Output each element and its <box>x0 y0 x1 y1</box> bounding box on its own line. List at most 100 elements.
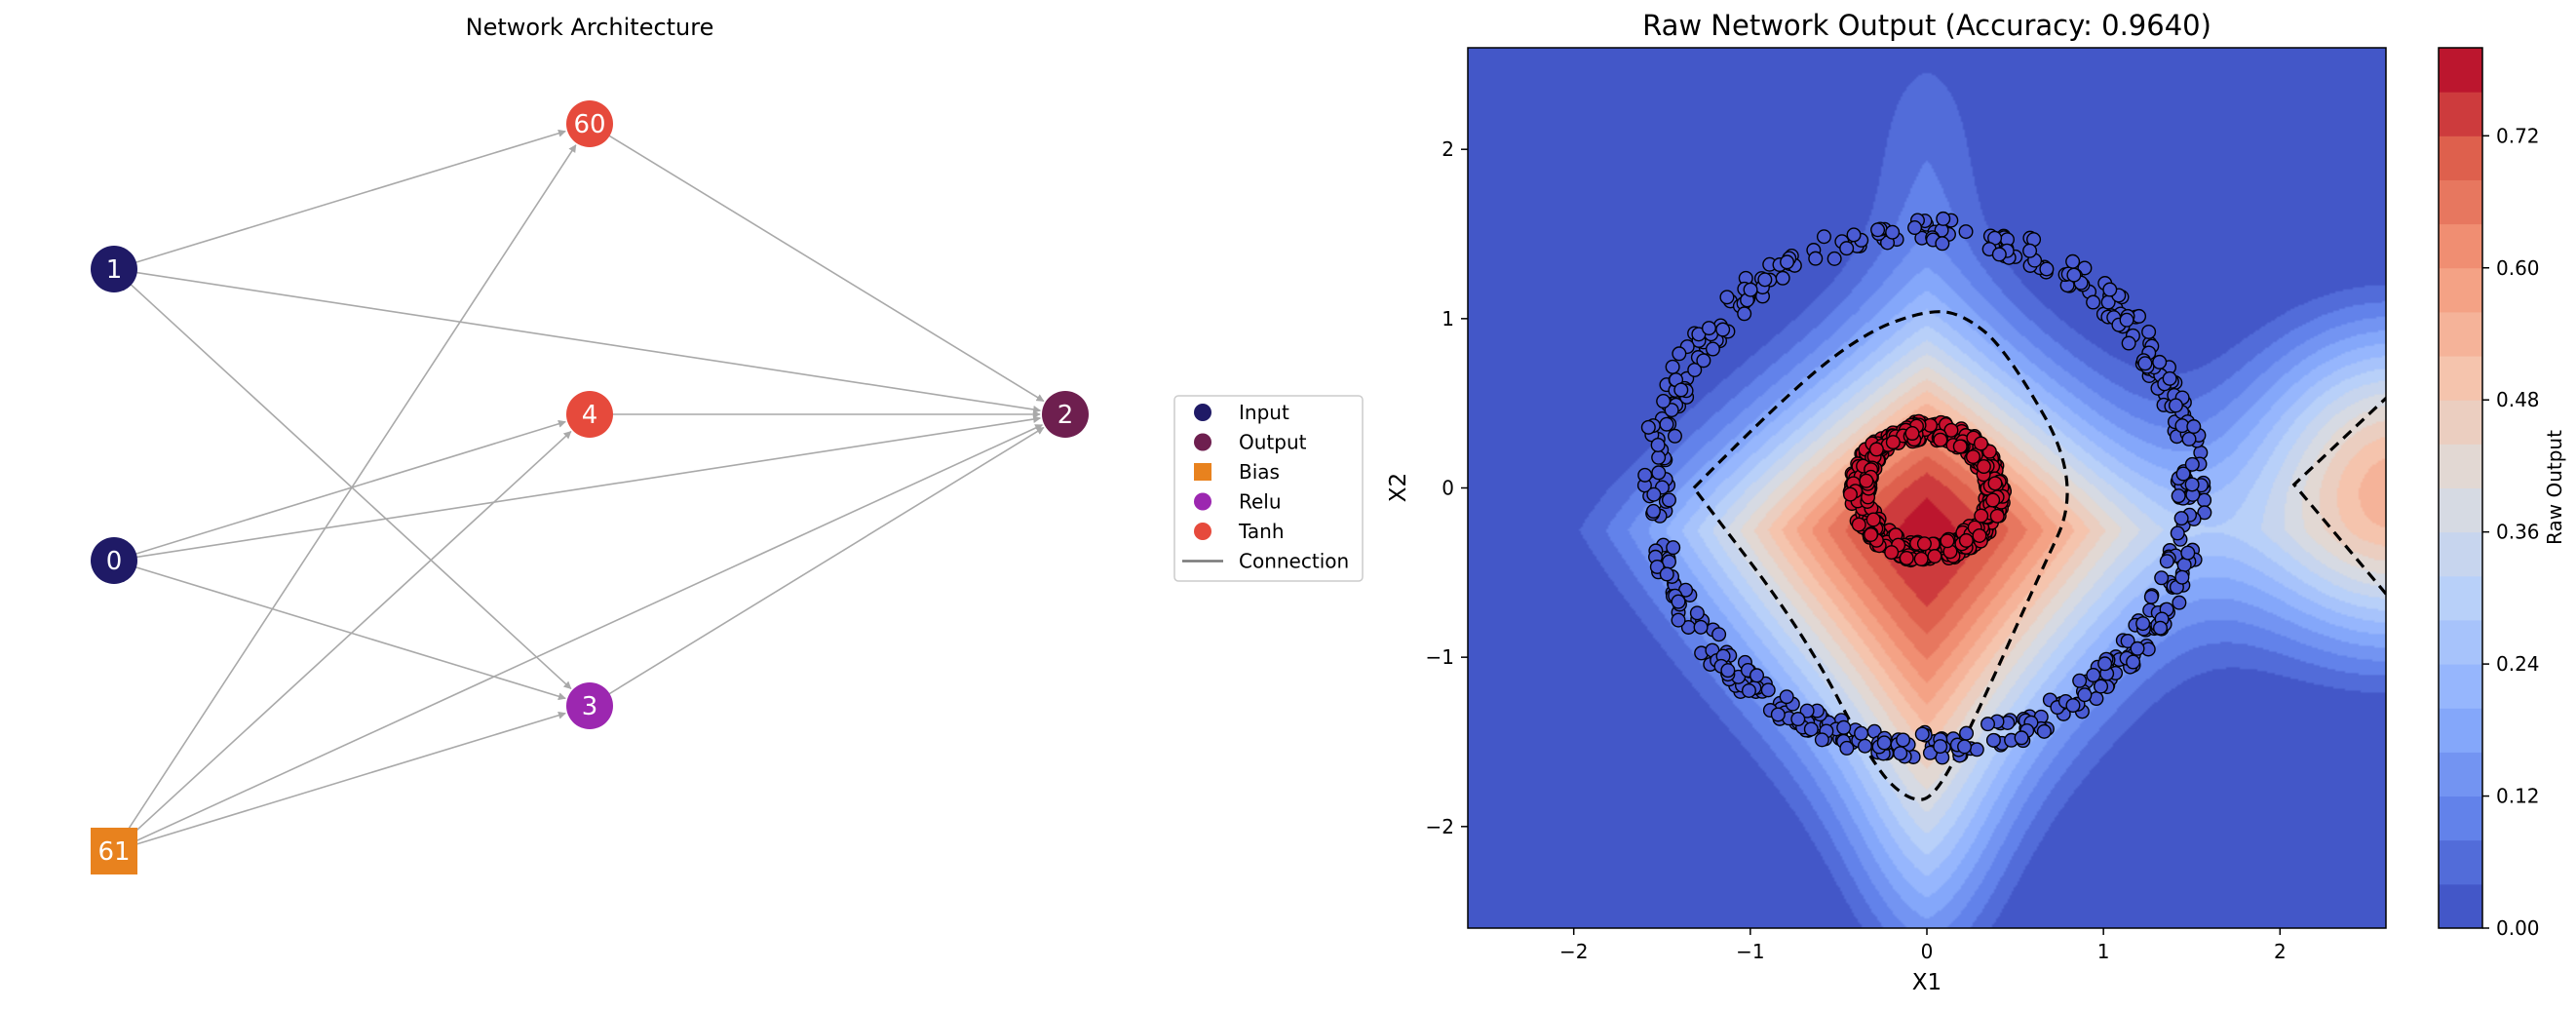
colorbar-band <box>2439 531 2482 577</box>
data-point-outer <box>1969 742 1984 758</box>
data-point-outer <box>1661 492 1676 508</box>
data-point-inner <box>1916 536 1932 552</box>
data-point-outer <box>1689 605 1705 621</box>
data-point-outer <box>2152 354 2168 369</box>
data-point-inner <box>1989 508 2005 524</box>
data-point-outer <box>1854 725 1869 741</box>
data-point-outer <box>2097 656 2113 672</box>
node-shape <box>91 828 137 874</box>
data-point-inner <box>1940 533 1955 549</box>
legend-marker <box>1194 433 1211 451</box>
data-point-outer <box>1667 428 1682 444</box>
colorbar-band <box>2439 444 2482 488</box>
decision-boundary <box>1692 310 2386 801</box>
colorbar-tick-label: 0.24 <box>2496 652 2540 676</box>
data-point-inner <box>1885 435 1901 450</box>
colorbar-band <box>2439 136 2482 180</box>
boundary-main <box>1692 310 2069 801</box>
colorbar-band <box>2439 92 2482 136</box>
connection-61-60 <box>113 144 577 852</box>
data-point-outer <box>2014 730 2029 746</box>
x-tick-label: −2 <box>1559 940 1588 963</box>
data-point-outer <box>1808 251 1824 266</box>
legend-label: Tanh <box>1238 520 1285 543</box>
data-point-inner <box>1865 512 1881 527</box>
data-point-outer <box>1839 241 1855 256</box>
data-point-outer <box>2175 466 2191 482</box>
node-shape <box>91 246 137 292</box>
connection-61-2 <box>113 424 1044 852</box>
connection-0-4 <box>113 419 566 562</box>
node-1: 1 <box>91 246 137 292</box>
node-3: 3 <box>566 682 613 729</box>
data-point-outer <box>2172 595 2187 610</box>
data-point-outer <box>1885 224 1901 240</box>
data-point-inner <box>1985 492 2001 508</box>
colorbar-band <box>2439 883 2482 929</box>
node-label: 61 <box>97 837 130 867</box>
data-point-outer <box>2039 261 2055 277</box>
data-point-inner <box>1851 517 1866 532</box>
data-point-outer <box>2176 557 2192 572</box>
legend-label: Bias <box>1239 460 1280 484</box>
data-point-outer <box>1651 465 1667 481</box>
data-point-outer <box>1720 663 1736 679</box>
connection-61-4 <box>113 430 572 852</box>
data-point-inner <box>1972 527 1987 543</box>
y-tick-label: −1 <box>1426 645 1454 669</box>
data-point-outer <box>1980 717 1995 732</box>
data-point-outer <box>1991 247 2007 262</box>
data-point-outer <box>1664 403 1679 418</box>
data-point-outer <box>2154 570 2170 586</box>
data-point-inner <box>1842 486 1858 502</box>
data-point-inner <box>1952 439 1968 454</box>
x-axis-ticks: −2 −1 0 1 2 <box>1559 928 2287 963</box>
node-shape <box>1042 391 1089 438</box>
data-point-outer <box>1839 740 1855 756</box>
colorbar-band <box>2439 179 2482 225</box>
nodes: 1 0 61 60 4 3 2 <box>91 100 1089 874</box>
data-point-outer <box>2184 477 2200 492</box>
data-point-outer <box>1893 746 1908 761</box>
legend-item-tanh: Tanh <box>1194 520 1285 543</box>
data-point-outer <box>2168 398 2183 413</box>
data-point-outer <box>1719 290 1735 305</box>
data-point-outer <box>1816 229 1831 245</box>
colorbar-band <box>2439 311 2482 357</box>
y-axis-label: X2 <box>1386 473 1411 502</box>
legend-marker <box>1194 463 1211 481</box>
data-point-outer <box>1907 220 1923 236</box>
data-point-outer <box>1749 668 1765 683</box>
data-point-outer <box>2181 431 2197 447</box>
data-point-outer <box>1836 719 1852 735</box>
connection-61-3 <box>113 711 566 852</box>
data-point-outer <box>1779 689 1794 705</box>
data-point-outer <box>2065 253 2081 269</box>
network-diagram: Network Architecture 1 0 61 60 4 3 2 <box>91 14 1089 874</box>
legend-item-bias: Bias <box>1194 460 1280 484</box>
colorbar-tick-label: 0.00 <box>2496 916 2540 940</box>
node-shape <box>566 682 613 729</box>
data-point-inner <box>1987 476 2003 491</box>
data-point-outer <box>1711 627 1727 642</box>
colorbar-tick-label: 0.12 <box>2496 785 2540 808</box>
data-point-outer <box>1780 254 1795 270</box>
data-point-outer <box>1933 739 1948 755</box>
legend-marker <box>1194 523 1211 540</box>
data-point-outer <box>1957 739 1973 755</box>
colorbar-band <box>2439 267 2482 313</box>
node-label: 4 <box>582 401 598 430</box>
legend-label: Relu <box>1239 490 1282 514</box>
colorbar-ticks: 0.00 0.12 0.24 0.36 0.48 0.60 0.72 <box>2482 124 2540 940</box>
y-axis-ticks: −2 −1 0 1 2 <box>1426 137 1468 838</box>
data-point-inner <box>1884 545 1900 561</box>
data-point-outer <box>1914 726 1930 742</box>
data-point-outer <box>1701 321 1716 336</box>
data-point-inner <box>1913 551 1929 566</box>
legend-label: Connection <box>1239 550 1349 573</box>
data-point-outer <box>1896 732 1911 748</box>
data-point-outer <box>2036 723 2052 739</box>
data-point-outer <box>2077 687 2093 703</box>
